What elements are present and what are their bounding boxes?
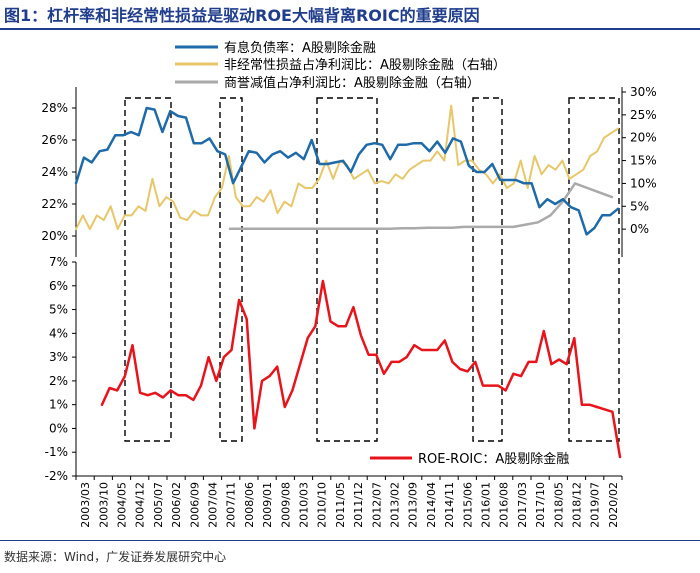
x-tick-label: 2018/05 xyxy=(552,482,565,528)
x-tick-label: 2004/12 xyxy=(134,482,147,528)
x-tick-label: 2020/02 xyxy=(607,482,620,528)
bottom-tick-label: 2% xyxy=(49,374,68,388)
top-chart-axes: 20% 22% 24% 26% 28% 0% 5% 10% 15% 20% 25% 30% xyxy=(41,85,657,257)
legend-label-nonrecurring: 非经常性损益占净利润比：A股剔除金融（右轴） xyxy=(224,57,506,73)
x-tick-label: 2010/10 xyxy=(316,482,329,528)
legend-label-roe-roic: ROE-ROIC：A股剔除金融 xyxy=(418,451,569,467)
right-tick-label: 10% xyxy=(630,176,657,190)
highlight-box xyxy=(219,97,243,442)
highlight-box xyxy=(124,97,172,442)
x-tick-label: 2014/04 xyxy=(425,482,438,528)
bottom-tick-label: 7% xyxy=(49,255,68,269)
source-note: 数据来源：Wind，广发证券发展研究中心 xyxy=(4,550,227,564)
bottom-tick-label: 3% xyxy=(49,350,68,364)
right-tick-label: 25% xyxy=(630,108,657,122)
legend-label-goodwill: 商誉减值占净利润比：A股剔除金融（右轴） xyxy=(224,75,480,91)
top-chart-lines xyxy=(74,104,620,236)
x-tick-label: 2018/12 xyxy=(571,482,584,528)
top-legend: 有息负债率：A股剔除金融 非经常性损益占净利润比：A股剔除金融（右轴） 商誉减值… xyxy=(175,40,506,91)
x-tick-label: 2003/10 xyxy=(97,482,110,528)
right-tick-label: 15% xyxy=(630,154,657,168)
x-tick-label: 2016/08 xyxy=(498,482,511,528)
x-tick-label: 2010/03 xyxy=(298,482,311,528)
source-divider xyxy=(0,540,700,541)
left-tick-label: 26% xyxy=(41,133,68,147)
x-tick-label: 2007/11 xyxy=(225,482,238,528)
x-tick-label: 2013/09 xyxy=(407,482,420,528)
x-tick-label: 2003/03 xyxy=(79,482,92,528)
bottom-tick-label: 0% xyxy=(49,421,68,435)
highlight-box xyxy=(316,97,378,442)
x-tick-label: 2014/11 xyxy=(443,482,456,528)
left-tick-label: 28% xyxy=(41,101,68,115)
bottom-tick-label: -1% xyxy=(45,445,68,459)
bottom-legend: ROE-ROIC：A股剔除金融 xyxy=(370,451,569,467)
right-tick-label: 5% xyxy=(630,199,649,213)
x-tick-label: 2009/08 xyxy=(279,482,292,528)
left-tick-label: 24% xyxy=(41,165,68,179)
bottom-tick-label: 1% xyxy=(49,398,68,412)
x-tick-label: 2006/09 xyxy=(188,482,201,528)
x-tick-label: 2008/06 xyxy=(243,482,256,528)
right-tick-label: 20% xyxy=(630,131,657,145)
x-tick-label: 2011/12 xyxy=(352,482,365,528)
x-tick-label: 2009/01 xyxy=(261,482,274,528)
series-debt-ratio-line xyxy=(74,106,620,236)
x-tick-label: 2007/04 xyxy=(207,482,220,528)
figure-title: 图1：杠杆率和非经常性损益是驱动ROE大幅背离ROIC的重要原因 xyxy=(4,6,480,25)
x-tick-label: 2005/07 xyxy=(152,482,165,528)
x-tick-label: 2013/02 xyxy=(389,482,402,528)
highlight-boxes xyxy=(124,97,620,442)
x-tick-label: 2017/03 xyxy=(516,482,529,528)
legend-label-debt-ratio: 有息负债率：A股剔除金融 xyxy=(224,40,376,56)
x-tick-label: 2011/05 xyxy=(334,482,347,528)
left-tick-label: 22% xyxy=(41,197,68,211)
right-tick-label: 0% xyxy=(630,222,649,236)
bottom-tick-label: 5% xyxy=(49,303,68,317)
x-tick-label: 2004/05 xyxy=(116,482,129,528)
bottom-chart-axes: -2% -1% 0% 1% 2% 3% 4% 5% 6% 7% xyxy=(45,255,622,483)
left-tick-label: 20% xyxy=(41,229,68,243)
series-goodwill-line xyxy=(228,182,614,230)
x-tick-label: 2017/10 xyxy=(534,482,547,528)
title-divider xyxy=(0,28,700,30)
bottom-tick-label: 6% xyxy=(49,279,68,293)
x-tick-label: 2006/02 xyxy=(170,482,183,528)
x-tick-label: 2012/07 xyxy=(370,482,383,528)
series-roe-roic-line xyxy=(100,279,622,459)
bottom-chart-lines xyxy=(100,279,622,459)
x-tick-label: 2016/01 xyxy=(480,482,493,528)
chart-area: 20% 22% 24% 26% 28% 0% 5% 10% 15% 20% 25% 30% -2% -1… xyxy=(41,40,657,528)
highlight-box xyxy=(568,97,620,442)
bottom-tick-label: 4% xyxy=(49,326,68,340)
x-axis-ticks: 2003/03 2003/10 2004/05 2004/12 2005/07 2006/… xyxy=(75,476,623,528)
x-tick-label: 2015/06 xyxy=(461,482,474,528)
x-tick-label: 2019/07 xyxy=(589,482,602,528)
bottom-tick-label: -2% xyxy=(45,469,68,483)
right-tick-label: 30% xyxy=(630,85,657,99)
highlight-box xyxy=(472,97,503,442)
